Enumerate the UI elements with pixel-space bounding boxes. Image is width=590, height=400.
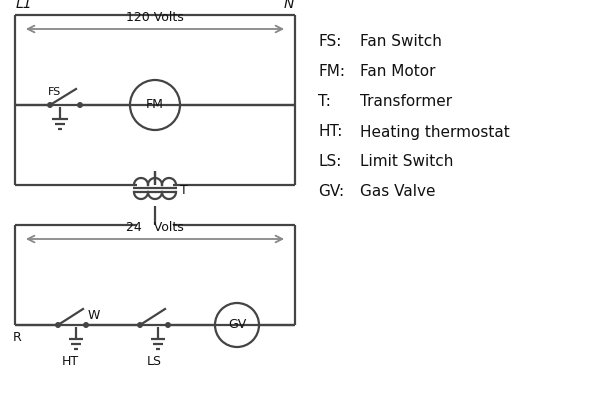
Circle shape (77, 102, 83, 108)
Text: Gas Valve: Gas Valve (360, 184, 435, 200)
Text: T: T (180, 184, 188, 196)
Circle shape (55, 322, 61, 328)
Text: T:: T: (318, 94, 331, 110)
Circle shape (83, 322, 89, 328)
Text: Limit Switch: Limit Switch (360, 154, 453, 170)
Text: LS: LS (146, 355, 162, 368)
Text: N: N (284, 0, 294, 11)
Text: FS:: FS: (318, 34, 342, 50)
Text: HT:: HT: (318, 124, 342, 140)
Text: Transformer: Transformer (360, 94, 452, 110)
Text: Fan Switch: Fan Switch (360, 34, 442, 50)
Text: Heating thermostat: Heating thermostat (360, 124, 510, 140)
Text: R: R (12, 331, 21, 344)
Text: 120 Volts: 120 Volts (126, 11, 184, 24)
Text: 24   Volts: 24 Volts (126, 221, 184, 234)
Text: FM:: FM: (318, 64, 345, 80)
Text: LS:: LS: (318, 154, 342, 170)
Text: L1: L1 (16, 0, 32, 11)
Text: Fan Motor: Fan Motor (360, 64, 435, 80)
Text: FM: FM (146, 98, 164, 112)
Text: W: W (88, 309, 100, 322)
Circle shape (47, 102, 53, 108)
Text: GV: GV (228, 318, 246, 332)
Text: FS: FS (48, 87, 61, 97)
Circle shape (137, 322, 143, 328)
Text: GV:: GV: (318, 184, 344, 200)
Text: HT: HT (61, 355, 78, 368)
Circle shape (165, 322, 171, 328)
